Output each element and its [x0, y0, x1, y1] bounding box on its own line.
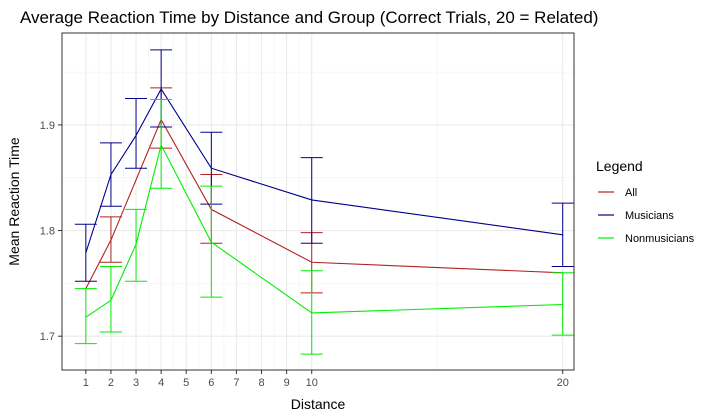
y-tick-label: 1.9 [40, 120, 55, 132]
x-axis-title: Distance [291, 396, 346, 412]
x-tick-label: 1 [83, 377, 89, 389]
x-tick-label: 20 [557, 377, 569, 389]
y-tick-label: 1.7 [40, 331, 55, 343]
series-line [85, 143, 563, 318]
grid [62, 33, 574, 370]
series-line [85, 87, 563, 253]
series-musicians [74, 49, 574, 282]
x-tick-label: 5 [183, 377, 189, 389]
legend-label: Musicians [625, 210, 674, 222]
x-tick-label: 9 [284, 377, 290, 389]
series-line [85, 118, 563, 289]
x-tick-label: 3 [133, 377, 139, 389]
x-tick-label: 2 [108, 377, 114, 389]
legend: Legend All Musicians Nonmusicians [596, 158, 695, 245]
series-layer [74, 49, 574, 355]
series-nonmusicians [74, 99, 574, 355]
x-tick-label: 8 [258, 377, 264, 389]
legend-item: All [598, 187, 637, 199]
legend-label: Nonmusicians [625, 233, 695, 245]
series-all [85, 87, 563, 294]
legend-item: Musicians [598, 210, 674, 222]
x-tick-label: 6 [208, 377, 214, 389]
legend-item: Nonmusicians [598, 233, 695, 245]
x-tick-label: 7 [233, 377, 239, 389]
y-axis-title: Mean Reaction Time [6, 137, 22, 266]
axes: 1 2 3 4 5 6 7 8 9 10 20 1.7 1.8 1.9 [40, 120, 569, 389]
legend-label: All [625, 187, 637, 199]
chart-title: Average Reaction Time by Distance and Gr… [20, 8, 598, 27]
x-tick-label: 10 [306, 377, 318, 389]
legend-title: Legend [596, 158, 643, 174]
y-tick-label: 1.8 [40, 226, 55, 238]
x-tick-label: 4 [158, 377, 164, 389]
panel-border [61, 32, 575, 371]
